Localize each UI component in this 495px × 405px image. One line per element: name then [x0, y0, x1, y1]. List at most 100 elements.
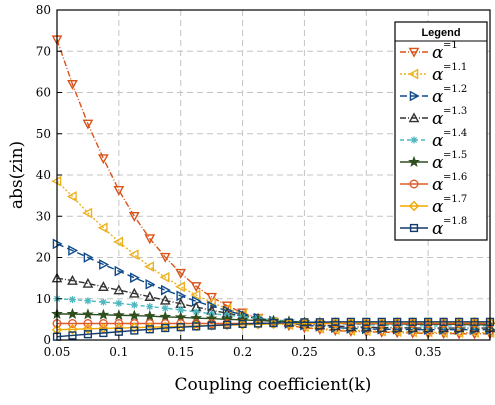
x-tick-label: 0.2: [233, 345, 252, 359]
data-point-marker: [83, 252, 94, 263]
data-point-marker: [129, 322, 140, 333]
data-point-marker: [284, 318, 294, 327]
y-tick-label: 70: [36, 44, 51, 58]
legend-marker: [408, 155, 420, 167]
data-point-marker: [207, 321, 216, 330]
data-point-marker: [99, 259, 110, 270]
data-point-marker: [115, 299, 123, 307]
data-point-marker: [82, 323, 94, 335]
data-point-marker: [144, 261, 155, 272]
legend-marker: [410, 136, 418, 144]
data-point-marker: [130, 301, 138, 309]
data-point-marker: [128, 287, 140, 298]
legend-marker: [408, 200, 420, 212]
legend-label: =1.8: [443, 216, 467, 227]
data-point-marker: [113, 309, 125, 321]
data-point-marker: [192, 322, 201, 331]
legend-label: =1.6: [443, 172, 467, 183]
y-tick-label: 0: [43, 333, 51, 347]
data-point-marker: [315, 318, 324, 327]
data-point-marker: [468, 327, 479, 338]
data-point-marker: [113, 236, 124, 248]
legend-entry: α =1: [400, 40, 458, 63]
data-point-marker: [470, 317, 479, 326]
legend-marker: [408, 112, 420, 123]
data-point-marker: [207, 300, 218, 312]
data-point-marker: [67, 324, 78, 335]
legend-entry: α =1.8: [400, 216, 467, 239]
data-point-marker: [113, 284, 125, 295]
data-point-marker: [362, 317, 371, 326]
data-point-marker: [176, 290, 187, 302]
data-point-marker: [408, 317, 417, 326]
legend-label: =1.3: [443, 106, 467, 117]
legend-entry: α =1.7: [400, 194, 467, 217]
data-point-marker: [205, 297, 216, 308]
data-point-marker: [83, 330, 93, 339]
data-point-marker: [114, 319, 124, 329]
data-point-marker: [66, 307, 79, 319]
data-point-marker: [190, 289, 201, 301]
data-point-marker: [146, 303, 154, 311]
legend-marker: [409, 223, 419, 233]
data-point-marker: [346, 317, 355, 326]
data-point-marker: [98, 154, 109, 165]
data-point-marker: [190, 282, 202, 293]
legend-alpha-symbol: α: [432, 153, 444, 173]
data-point-marker: [206, 292, 218, 303]
data-point-marker: [97, 308, 110, 320]
data-point-marker: [99, 298, 107, 306]
data-point-marker: [130, 326, 139, 335]
series-line: [56, 39, 490, 335]
x-tick-label: 0.3: [357, 345, 376, 359]
axis-ticks: 0.05 0.1 0.15 0.2 0.25 0.3 0.35 0 10 20 30 40 50 60 70…: [36, 3, 442, 359]
legend-entry: α =1.6: [400, 172, 467, 195]
y-tick-label: 60: [36, 86, 51, 100]
data-point-marker: [68, 331, 77, 340]
x-tick-label: 0.1: [109, 345, 128, 359]
data-point-marker: [68, 296, 76, 304]
data-point-marker: [300, 318, 309, 327]
x-tick-label: 0.35: [415, 345, 442, 359]
series-line: [56, 180, 490, 334]
data-point-marker: [221, 301, 233, 312]
data-point-marker: [331, 317, 340, 326]
series-line: [56, 321, 490, 338]
data-point-marker: [97, 222, 108, 234]
y-axis-title: abs(zin): [7, 141, 27, 209]
legend-alpha-symbol: α: [432, 197, 444, 217]
legend-entry: α =1.3: [400, 106, 467, 129]
x-axis-title: Coupling coefficient(k): [175, 375, 372, 395]
data-point-marker: [67, 319, 77, 329]
data-point-marker: [159, 294, 171, 305]
data-point-marker: [192, 308, 200, 316]
legend-label: =1.2: [443, 84, 467, 95]
data-point-marker: [98, 281, 109, 292]
legend-alpha-symbol: α: [432, 131, 444, 151]
data-point-marker: [130, 272, 140, 284]
legend-alpha-symbol: α: [432, 65, 444, 85]
data-point-marker: [83, 319, 93, 329]
legend-label: =1.5: [443, 150, 467, 161]
y-tick-label: 50: [36, 127, 51, 141]
data-point-marker: [175, 268, 187, 279]
data-point-marker: [177, 306, 185, 314]
legend-box: [394, 21, 488, 241]
data-point-marker: [114, 265, 125, 277]
x-tick-label: 0.05: [44, 345, 71, 359]
y-tick-label: 20: [36, 251, 51, 265]
data-point-marker: [82, 277, 94, 288]
data-point-marker: [439, 317, 448, 326]
data-point-marker: [67, 274, 78, 285]
legend-alpha-symbol: α: [432, 175, 444, 195]
data-point-marker: [68, 245, 79, 256]
legend-alpha-symbol: α: [432, 87, 444, 107]
legend-entry: α =1.4: [400, 128, 467, 151]
data-point-marker: [82, 119, 94, 130]
data-point-marker: [161, 304, 169, 312]
legend-label: =1: [443, 40, 458, 51]
data-point-marker: [145, 325, 154, 334]
data-point-marker: [128, 309, 141, 321]
legend-alpha-symbol: α: [432, 43, 444, 63]
